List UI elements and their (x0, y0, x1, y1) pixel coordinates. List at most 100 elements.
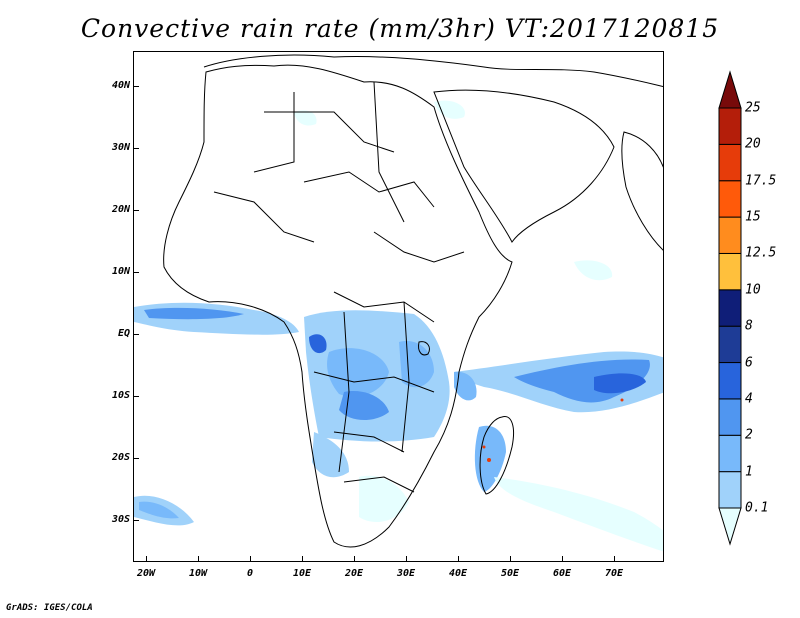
colorbar-segment (718, 362, 742, 400)
colorbar-segment (718, 252, 742, 291)
lat-tick (133, 86, 139, 87)
lon-tick (562, 556, 563, 562)
lat-label-30n: 30N (111, 142, 130, 153)
lon-label-40e: 40E (448, 568, 468, 579)
lat-tick (133, 272, 139, 273)
colorbar-segment (718, 289, 742, 327)
colorbar-segment (718, 107, 742, 145)
rain-north-scatter-2 (434, 100, 465, 119)
lat-label-20n: 20N (111, 204, 130, 215)
colorbar-label: 4 (745, 391, 753, 407)
colorbar-segment (718, 434, 742, 473)
lat-tick (133, 210, 139, 211)
border-1 (264, 111, 395, 153)
lat-label-30s: 30S (111, 514, 130, 525)
lat-label-20s: 20S (111, 452, 130, 463)
map-svg (134, 54, 663, 552)
coastlines (163, 54, 663, 548)
rain-gulf-of-guinea-core (144, 307, 244, 320)
colorbar-segment (718, 507, 742, 546)
lat-tick (133, 458, 139, 459)
lon-label-60e: 60E (552, 568, 572, 579)
rain-extreme-dot-1 (487, 458, 491, 462)
colorbar-label: 12.5 (745, 245, 777, 261)
lon-tick (510, 556, 511, 562)
border-8 (343, 476, 415, 493)
chart-title: Convective rain rate (mm/3hr) VT:2017120… (80, 14, 720, 43)
border-5 (333, 291, 435, 323)
border-10 (373, 81, 405, 223)
colorbar-label: 17.5 (745, 173, 777, 189)
rain-indian-ocean-core-2 (594, 373, 646, 394)
lon-label-70e: 70E (604, 568, 624, 579)
india-coastline (621, 131, 663, 251)
rain-congo-core-1 (327, 348, 389, 397)
lon-tick (250, 556, 251, 562)
lon-tick (354, 556, 355, 562)
rain-congo-core-2 (399, 341, 434, 388)
africa-coastline (163, 64, 513, 548)
rain-field (134, 100, 663, 552)
lake-victoria (418, 341, 430, 356)
rain-southwest-core (139, 501, 179, 519)
border-3 (373, 231, 465, 263)
lon-tick (614, 556, 615, 562)
arabia-coastline (433, 89, 615, 243)
colorbar-label: 1 (745, 464, 753, 480)
colorbar-label: 25 (745, 100, 761, 116)
border-9 (253, 92, 295, 173)
border-2 (303, 171, 435, 208)
rain-extreme-dot-2 (482, 445, 486, 449)
colorbar-segment (718, 398, 742, 436)
colorbar-segment (718, 325, 742, 364)
border-11 (338, 311, 350, 473)
lon-tick (302, 556, 303, 562)
rain-south-band (494, 477, 663, 552)
lat-tick (133, 334, 139, 335)
lat-tick (133, 520, 139, 521)
colorbar-label: 8 (745, 318, 753, 334)
colorbar-label: 15 (745, 209, 761, 225)
border-7 (333, 431, 405, 453)
colorbar-segment (718, 471, 742, 509)
lon-label-0: 0 (246, 568, 254, 579)
madagascar-coastline (479, 416, 515, 495)
lat-tick (133, 396, 139, 397)
rain-extreme-dot-3 (620, 398, 624, 402)
footer-credit: GrADS: IGES/COLA (6, 603, 93, 613)
lon-tick (406, 556, 407, 562)
europe-coastline (203, 54, 663, 88)
border-12 (401, 301, 410, 453)
rain-south-africa (359, 475, 409, 522)
rain-congo-core-3 (339, 391, 389, 421)
lon-label-50e: 50E (500, 568, 520, 579)
colorbar-label: 20 (745, 136, 761, 152)
lon-tick (458, 556, 459, 562)
rain-north-scatter-1 (294, 110, 317, 126)
border-4 (213, 191, 315, 243)
lon-tick (198, 556, 199, 562)
lon-label-10w: 10W (188, 568, 208, 579)
colorbar-label: 2 (745, 427, 753, 443)
colorbar-label: 0.1 (745, 500, 769, 516)
lat-tick (133, 148, 139, 149)
colorbar-segment (718, 143, 742, 182)
rain-mozambique (454, 371, 477, 401)
colorbar (718, 70, 742, 546)
lon-label-20w: 20W (136, 568, 156, 579)
colorbar-segment (718, 216, 742, 254)
lat-label-10n: 10N (111, 266, 130, 277)
rain-congo-core-4 (309, 334, 327, 354)
rain-east-scatter (574, 260, 613, 281)
lon-label-10e: 10E (292, 568, 312, 579)
border-6 (313, 371, 435, 393)
rain-gulf-of-guinea (134, 302, 299, 335)
lat-label-40n: 40N (111, 80, 130, 91)
colorbar-label: 6 (745, 355, 753, 371)
colorbar-label: 10 (745, 282, 761, 298)
lat-label-10s: 10S (111, 390, 130, 401)
lon-label-20e: 20E (344, 568, 364, 579)
colorbar-segment (718, 70, 742, 109)
map-frame (133, 51, 664, 562)
lon-label-30e: 30E (396, 568, 416, 579)
